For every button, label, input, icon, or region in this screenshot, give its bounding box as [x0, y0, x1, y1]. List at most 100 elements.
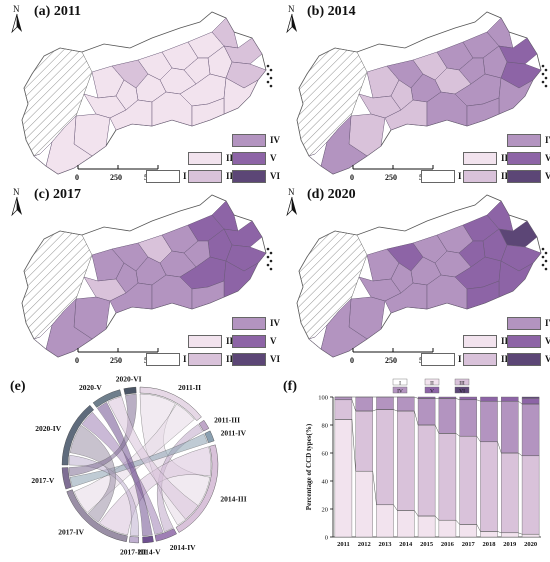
- bar-segment: [501, 396, 519, 402]
- legend-label: V: [545, 153, 550, 163]
- island-mark: [541, 72, 545, 76]
- legend-swatch: [232, 134, 266, 147]
- legend-label: VI: [545, 171, 550, 181]
- svg-text:N: N: [13, 4, 20, 14]
- island-mark: [541, 64, 545, 68]
- bar-legend-swatch: [424, 386, 440, 394]
- legend-label: V: [270, 153, 277, 163]
- legend-label: VI: [270, 354, 281, 364]
- legend-swatch: [188, 170, 222, 183]
- bar-segment: [334, 419, 353, 538]
- legend-swatch: [463, 335, 497, 348]
- county-region: [45, 298, 93, 358]
- chord-ribbon: [68, 454, 139, 537]
- map: [296, 11, 548, 175]
- island-mark: [544, 267, 548, 271]
- island-mark: [544, 84, 548, 88]
- chord-arc: [198, 419, 210, 432]
- chord-ribbon: [68, 393, 137, 477]
- svg-text:N: N: [288, 187, 295, 197]
- x-tick-label: 2015: [420, 541, 434, 548]
- county-region: [466, 97, 500, 127]
- legend-swatch: [463, 170, 497, 183]
- stacked-bar-chart: 0 20 40 60 80 100 Percentage of CCD types(%) 20…: [305, 378, 541, 548]
- island-mark: [541, 80, 545, 84]
- map: [21, 194, 273, 358]
- island-mark: [541, 255, 545, 259]
- bar-title: (f): [283, 379, 297, 394]
- legend-swatch: [146, 353, 180, 366]
- chord-ribbon: [97, 402, 153, 537]
- chord-arc: [66, 489, 128, 543]
- legend-swatch: [507, 152, 541, 165]
- legend-swatch: [463, 353, 497, 366]
- bar-segment: [397, 510, 415, 538]
- county-region: [308, 324, 328, 350]
- island-mark: [544, 76, 548, 80]
- legend-label: V: [545, 336, 550, 346]
- bar-segment: [355, 470, 373, 538]
- county-region: [486, 200, 514, 232]
- bar-segment: [459, 399, 477, 437]
- legend-swatch: [507, 335, 541, 348]
- bar-legend-swatch: [454, 386, 470, 394]
- bar-segment: [334, 396, 353, 400]
- bar-legend-label: I: [399, 380, 401, 386]
- legend-swatch: [507, 353, 541, 366]
- chord-arc: [154, 528, 177, 542]
- island-mark: [266, 255, 270, 259]
- bar-segment: [417, 398, 436, 426]
- map-panel: (d) 2020N0250500 kmIIIIIIIVVVI: [275, 183, 550, 366]
- bar-segment: [438, 519, 457, 538]
- x-tick-label: 2018: [483, 541, 497, 548]
- chord-label: 2017-III: [120, 548, 146, 557]
- bar-legend-swatch: [454, 378, 470, 386]
- map-title: (a) 2011: [34, 4, 82, 19]
- bar-legend-swatch: [392, 378, 408, 386]
- x-tick-label: 2011: [337, 541, 350, 548]
- legend-label: V: [270, 336, 277, 346]
- legend-swatch: [232, 317, 266, 330]
- map-panel: (a) 2011N0250500 kmIIIIIIIVVVI: [0, 0, 280, 183]
- bar-segment: [459, 435, 477, 525]
- y-axis-label: Percentage of CCD types(%): [305, 423, 313, 510]
- chord-arc: [139, 386, 202, 421]
- x-tick-label: 2016: [441, 541, 455, 548]
- legend-label: VI: [270, 171, 281, 181]
- x-tick-label: 2013: [379, 541, 393, 548]
- bar-segment: [501, 532, 519, 538]
- chord-arc: [61, 467, 72, 490]
- bar-segment: [480, 396, 498, 402]
- chord-label: 2017-IV: [58, 528, 84, 537]
- bar-segment: [521, 403, 540, 456]
- bar-segment: [355, 396, 373, 412]
- map-panel: (b) 2014N0250500 kmIIIIIIIVVVI: [275, 0, 550, 183]
- svg-text:N: N: [288, 4, 295, 14]
- county-region: [486, 17, 514, 49]
- map-title: (c) 2017: [34, 187, 82, 202]
- bar-segment: [438, 433, 457, 521]
- county-region: [33, 324, 53, 350]
- map-title: (b) 2014: [307, 4, 356, 19]
- chord-ribbon: [73, 403, 195, 513]
- bar-segment: [397, 396, 415, 412]
- bar-legend-label: IV: [397, 388, 403, 394]
- legend-swatch: [188, 152, 222, 165]
- chord-arc: [142, 535, 154, 544]
- legend-label: III: [226, 354, 237, 364]
- scale-label: 250: [110, 173, 122, 182]
- bar-panel: (f) 0 20 40 60 80 100 Percentage of CCD types(…: [275, 365, 550, 557]
- chord-label: 2014-III: [220, 494, 246, 503]
- legend-label: I: [183, 354, 187, 364]
- legend-label: VI: [545, 354, 550, 364]
- legend-label: II: [501, 336, 509, 346]
- tier-connector: [334, 396, 540, 405]
- county-region: [466, 280, 500, 310]
- legend-label: I: [183, 171, 187, 181]
- map-panel: (c) 2017N0250500 kmIIIIIIIVVVI: [0, 183, 280, 366]
- legend-label: I: [458, 354, 462, 364]
- legend-swatch: [232, 353, 266, 366]
- legend-label: III: [501, 354, 512, 364]
- bar-segment: [417, 424, 436, 517]
- y-tick-label: 60: [322, 451, 329, 458]
